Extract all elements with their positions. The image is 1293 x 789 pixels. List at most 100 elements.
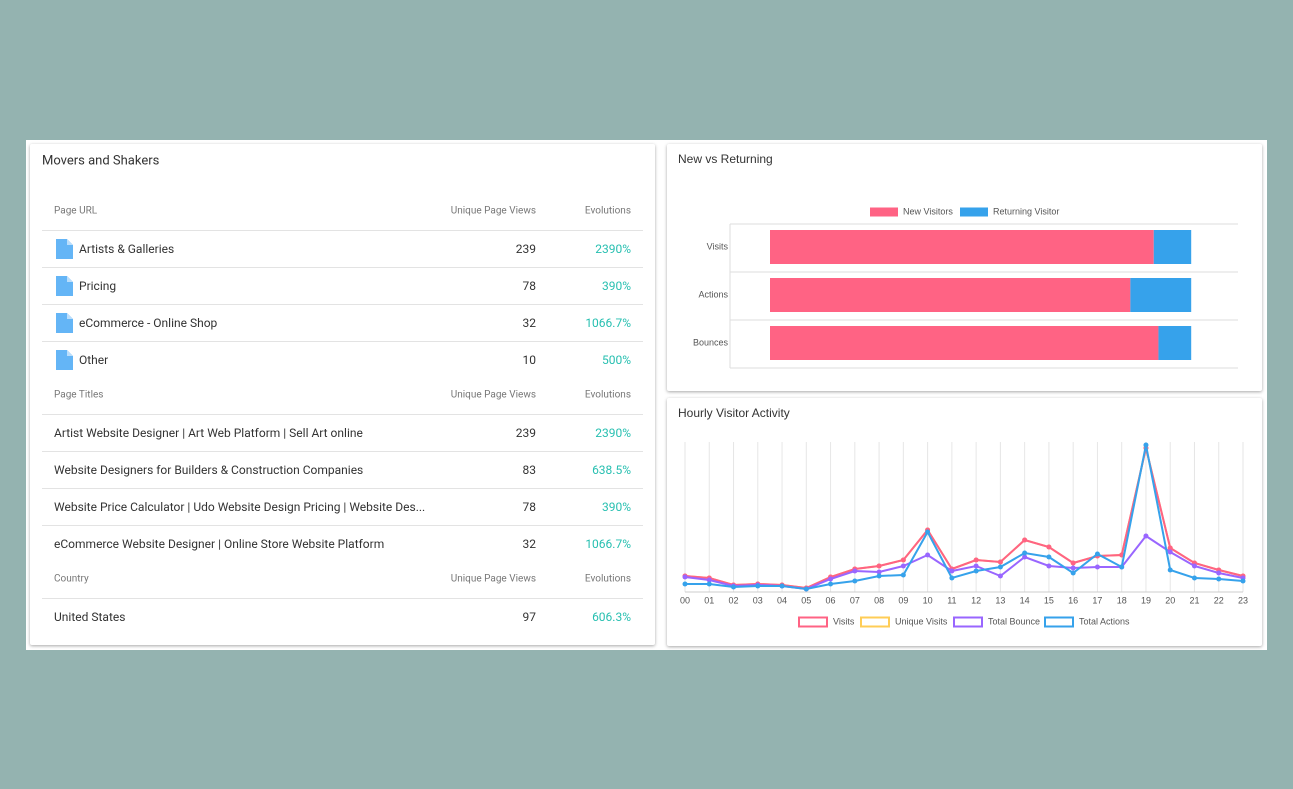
bar-segment (1153, 230, 1192, 264)
row-divider (42, 488, 643, 489)
x-tick-label: 22 (1214, 595, 1224, 605)
data-point (900, 563, 906, 569)
x-tick-label: 21 (1189, 595, 1199, 605)
column-header: Unique Page Views (450, 573, 536, 585)
legend-label: New Visitors (903, 206, 953, 216)
data-point (852, 578, 858, 584)
bar-segment (1130, 278, 1192, 312)
row-views: 83 (522, 462, 537, 477)
data-point (949, 575, 955, 581)
row-label: Other (79, 352, 109, 367)
row-label: Website Designers for Builders & Constru… (54, 462, 364, 477)
row-views: 78 (522, 499, 537, 514)
file-icon (56, 312, 73, 333)
row-views: 78 (522, 278, 537, 293)
row-evolution: 606.3% (592, 609, 631, 624)
data-point (731, 584, 737, 590)
x-tick-label: 11 (947, 595, 956, 605)
legend-label: Total Bounce (988, 616, 1040, 626)
row-label: eCommerce Website Designer | Online Stor… (54, 536, 385, 551)
row-views: 10 (522, 352, 537, 367)
data-point (973, 568, 979, 574)
row-label: Pricing (79, 278, 117, 293)
data-point (1240, 578, 1246, 584)
data-point (1022, 537, 1028, 543)
column-header: Unique Page Views (450, 205, 536, 217)
row-divider (42, 304, 643, 305)
data-point (755, 583, 761, 589)
x-tick-label: 03 (753, 595, 763, 605)
x-tick-label: 23 (1238, 595, 1248, 605)
file-icon (56, 238, 73, 259)
data-point (1022, 554, 1028, 560)
data-point (1070, 570, 1076, 576)
legend-label: Unique Visits (895, 616, 948, 626)
bar-segment (1158, 326, 1192, 360)
row-views: 32 (522, 536, 537, 551)
x-tick-label: 10 (923, 595, 933, 605)
data-point (876, 563, 882, 569)
chart-title: New vs Returning (678, 152, 773, 166)
column-header: Evolutions (584, 205, 631, 217)
data-point (876, 573, 882, 579)
data-point (1167, 549, 1173, 555)
series-line (685, 444, 1244, 591)
data-point (706, 581, 712, 587)
data-point (803, 586, 809, 592)
data-point (1191, 575, 1197, 581)
row-divider (42, 451, 643, 452)
data-point (1094, 564, 1100, 570)
x-tick-label: 00 (680, 595, 690, 605)
data-point (852, 568, 858, 574)
row-divider (42, 414, 643, 415)
data-point (682, 581, 688, 587)
x-tick-label: 13 (995, 595, 1005, 605)
row-evolution: 2390% (595, 425, 631, 440)
data-point (828, 576, 834, 582)
row-views: 239 (515, 425, 536, 440)
data-point (1143, 442, 1149, 448)
column-header: Evolutions (584, 389, 631, 401)
data-point (706, 577, 712, 583)
data-point (682, 574, 688, 580)
column-header: Page Titles (54, 389, 104, 401)
legend-swatch (960, 207, 988, 217)
column-header: Evolutions (584, 573, 631, 585)
row-label: Website Price Calculator | Udo Website D… (54, 499, 426, 514)
row-label: Artists & Galleries (79, 241, 175, 256)
row-divider (42, 598, 643, 599)
x-tick-label: 14 (1020, 595, 1030, 605)
x-tick-label: 05 (801, 595, 811, 605)
series-line (684, 534, 1244, 591)
data-point (1167, 545, 1173, 551)
data-point (779, 583, 785, 589)
x-tick-label: 07 (850, 595, 860, 605)
legend-label: Total Actions (1079, 616, 1130, 626)
data-point (949, 568, 955, 574)
data-point (1022, 550, 1028, 556)
data-point (1143, 533, 1149, 539)
data-point (1119, 564, 1125, 570)
file-icon (56, 349, 73, 370)
row-evolution: 638.5% (592, 462, 631, 477)
row-views: 32 (522, 315, 537, 330)
x-tick-label: 09 (898, 595, 908, 605)
data-point (997, 573, 1003, 579)
data-point (900, 557, 906, 563)
column-header: Unique Page Views (450, 389, 536, 401)
x-tick-label: 16 (1068, 595, 1078, 605)
legend-swatch (860, 616, 890, 628)
row-evolution: 2390% (595, 241, 631, 256)
data-point (1216, 570, 1222, 576)
data-point (997, 559, 1003, 565)
x-tick-label: 01 (704, 595, 714, 605)
data-point (1070, 560, 1076, 566)
x-tick-label: 15 (1044, 595, 1054, 605)
legend-swatch (953, 616, 983, 628)
data-point (900, 572, 906, 578)
x-tick-label: 19 (1141, 595, 1151, 605)
data-point (1216, 576, 1222, 582)
line-card (667, 398, 1262, 646)
x-tick-label: 18 (1117, 595, 1127, 605)
row-divider (42, 341, 643, 342)
